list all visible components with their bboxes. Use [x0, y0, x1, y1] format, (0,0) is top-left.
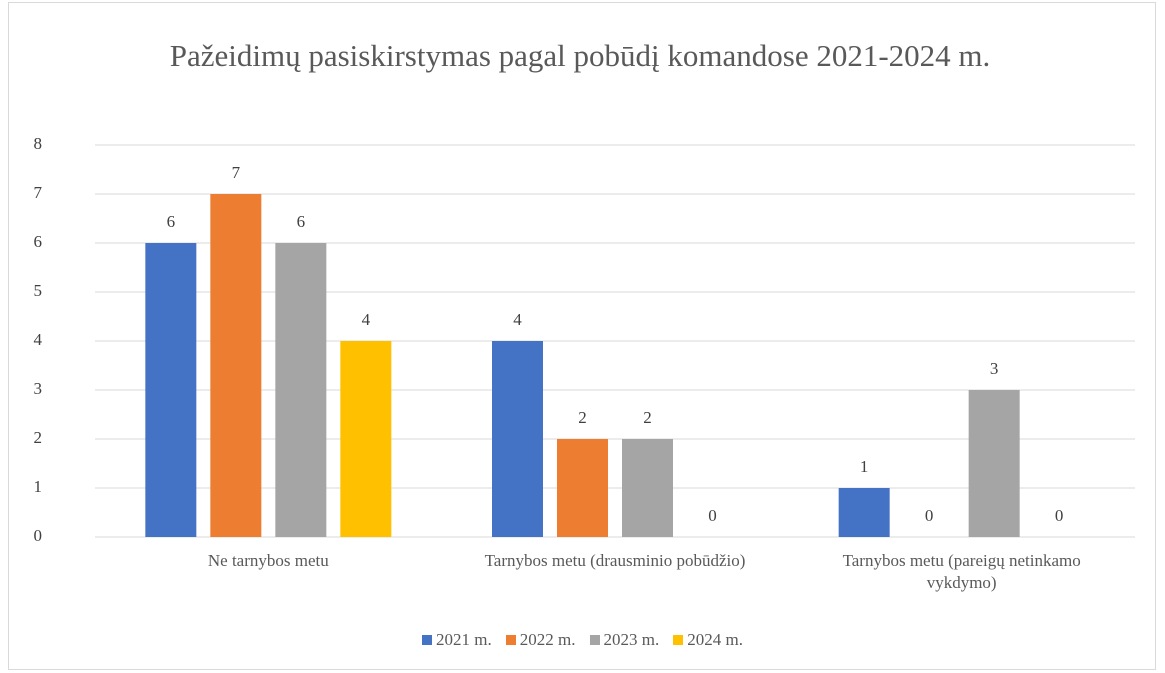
legend-item: 2022 m. — [505, 630, 576, 650]
value-label: 4 — [362, 310, 371, 329]
legend-item: 2024 m. — [673, 630, 743, 650]
value-label: 3 — [990, 359, 999, 378]
legend: 2021 m. 2022 m. 2023 m. 2024 m. — [0, 630, 1165, 650]
y-tick-label: 8 — [34, 134, 43, 153]
value-label: 2 — [578, 408, 587, 427]
legend-swatch — [673, 635, 684, 645]
bar — [492, 341, 543, 537]
value-label: 0 — [925, 506, 934, 525]
y-tick-label: 4 — [34, 330, 43, 349]
bar — [145, 243, 197, 537]
y-tick-label: 3 — [34, 379, 43, 398]
y-tick-label: 6 — [34, 232, 43, 251]
value-label: 6 — [167, 212, 176, 231]
value-label: 0 — [1055, 506, 1064, 525]
legend-item: 2023 m. — [589, 630, 660, 650]
bar — [557, 439, 608, 537]
value-label: 4 — [513, 310, 522, 329]
legend-item: 2021 m. — [422, 630, 492, 650]
value-label: 0 — [708, 506, 717, 525]
value-label: 7 — [232, 163, 241, 182]
bar — [210, 194, 262, 537]
y-tick-label: 5 — [34, 281, 43, 300]
y-tick-label: 2 — [34, 428, 43, 447]
y-tick-label: 7 — [34, 183, 43, 202]
bar — [340, 341, 392, 537]
y-tick-label: 1 — [34, 477, 43, 496]
x-tick-label: Tarnybos metu (drausminio pobūdžio) — [484, 551, 746, 570]
bar — [622, 439, 673, 537]
value-label: 1 — [860, 457, 869, 476]
legend-swatch — [505, 635, 516, 645]
value-label: 6 — [297, 212, 306, 231]
chart-title: Pažeidimų pasiskirstymas pagal pobūdį ko… — [169, 38, 991, 73]
y-tick-label: 0 — [34, 526, 43, 545]
bar — [275, 243, 327, 537]
legend-swatch — [589, 635, 600, 645]
legend-label: 2024 m. — [687, 630, 743, 649]
legend-swatch — [422, 635, 433, 645]
legend-label: 2022 m. — [519, 630, 576, 649]
bar — [838, 488, 890, 537]
x-tick-label: Ne tarnybos metu — [207, 551, 329, 570]
value-label: 2 — [643, 408, 652, 427]
legend-label: 2023 m. — [603, 630, 660, 649]
legend-label: 2021 m. — [436, 630, 492, 649]
chart-frame — [8, 2, 1156, 670]
bar — [968, 390, 1020, 537]
x-tick-label: Tarnybos metu (pareigų netinkamo vykdymo… — [842, 551, 1081, 592]
